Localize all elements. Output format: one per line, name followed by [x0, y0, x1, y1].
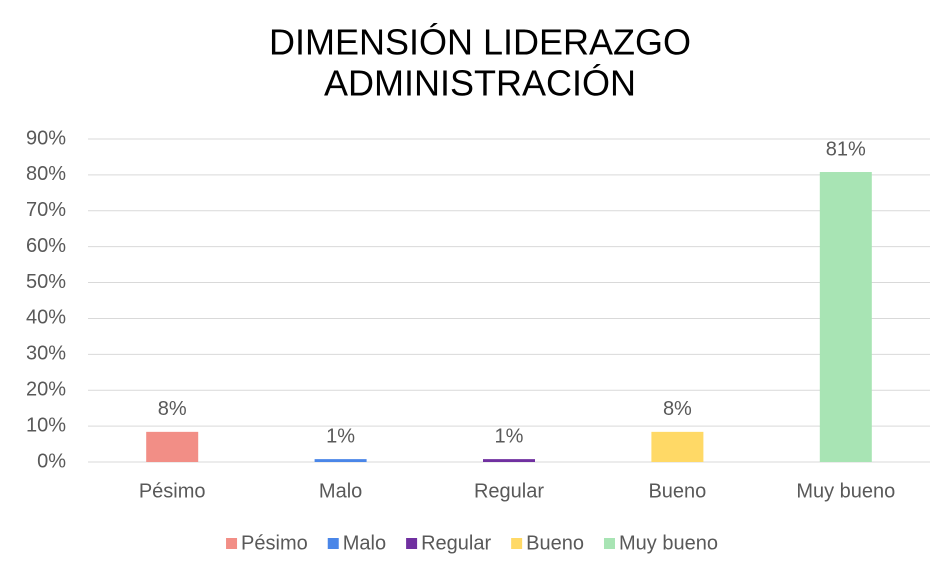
data-label: 8% [663, 398, 692, 420]
y-tick-label: 70% [26, 199, 66, 221]
data-label: 8% [158, 398, 187, 420]
y-tick-label: 10% [26, 414, 66, 436]
legend-swatch [603, 538, 615, 549]
x-tick-label: Regular [474, 480, 544, 502]
data-label: 1% [495, 425, 524, 447]
y-tick-label: 90% [26, 127, 66, 149]
legend-label: Regular [421, 532, 491, 554]
bar [314, 459, 367, 462]
legend-label: Bueno [526, 532, 584, 554]
legend-swatch [327, 538, 339, 549]
bar [651, 431, 704, 462]
bar [146, 431, 199, 462]
y-tick-label: 60% [26, 235, 66, 257]
y-tick-label: 40% [26, 307, 66, 329]
data-label: 81% [826, 138, 866, 160]
legend-label: Malo [343, 532, 386, 554]
y-tick-label: 0% [37, 450, 66, 472]
chart-title: ADMINISTRACIÓN [324, 63, 636, 104]
y-tick-label: 50% [26, 271, 66, 293]
bar [819, 172, 872, 463]
legend-swatch [226, 538, 238, 549]
x-tick-label: Bueno [648, 480, 706, 502]
legend-swatch [511, 538, 523, 549]
legend-label: Pésimo [241, 532, 308, 554]
x-tick-label: Malo [319, 480, 362, 502]
y-tick-label: 20% [26, 379, 66, 401]
legend-swatch [406, 538, 418, 549]
legend-label: Muy bueno [619, 532, 718, 554]
chart-title: DIMENSIÓN LIDERAZGO [269, 22, 691, 63]
x-tick-label: Muy bueno [796, 480, 895, 502]
y-tick-label: 80% [26, 163, 66, 185]
x-tick-label: Pésimo [139, 480, 206, 502]
data-label: 1% [326, 425, 355, 447]
bar [483, 459, 535, 462]
y-tick-label: 30% [26, 343, 66, 365]
